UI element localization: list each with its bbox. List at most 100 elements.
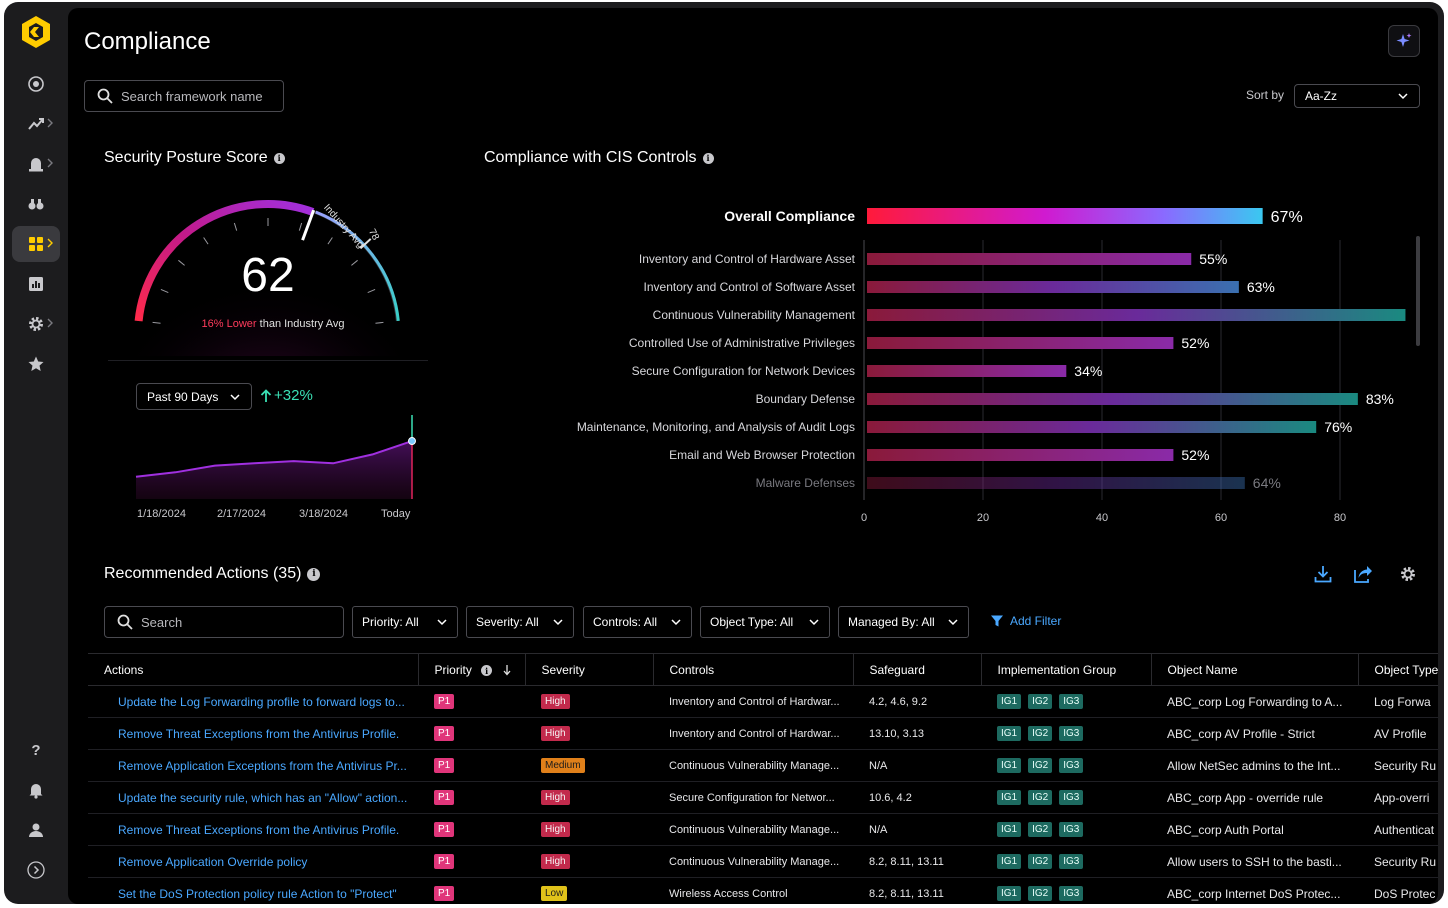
cis-x-tick-label: 40 (1096, 512, 1108, 524)
share-icon (1354, 566, 1372, 583)
sort-select[interactable]: Aa-Zz (1294, 84, 1420, 108)
report-icon (29, 277, 43, 291)
cis-bar[interactable] (867, 393, 1358, 405)
table-row[interactable]: Remove Application Override policy P1 High… (88, 845, 1438, 878)
priority-badge: P1 (434, 886, 455, 901)
recommended-title: Recommended Actions (35) i (104, 565, 321, 583)
column-header-severity[interactable]: Severity (525, 653, 654, 686)
safeguard-cell: 13.10, 3.13 (853, 717, 981, 750)
table-row[interactable]: Set the DoS Protection policy rule Actio… (88, 877, 1438, 904)
managed-by-filter[interactable]: Managed By: All (838, 606, 969, 638)
cis-bar[interactable] (867, 309, 1406, 321)
main-panel: Compliance Search framework name Sort by… (68, 8, 1438, 904)
nav-help[interactable]: ? (12, 732, 60, 768)
priority-badge: P1 (434, 854, 455, 869)
cis-bar[interactable] (867, 281, 1239, 293)
activity-icon (28, 118, 44, 130)
chevron-right-icon (47, 318, 53, 328)
table-row[interactable]: Update the Log Forwarding profile to for… (88, 685, 1438, 718)
object-name-cell: ABC_corp AV Profile - Strict (1151, 717, 1358, 750)
nav-dashboard[interactable] (12, 66, 60, 102)
cis-bar[interactable] (867, 421, 1317, 433)
safeguard-cell: N/A (853, 749, 981, 782)
cis-bar[interactable] (867, 253, 1192, 265)
safeguard-cell: 8.2, 8.11, 13.11 (853, 877, 981, 904)
priority-filter[interactable]: Priority: All (352, 606, 458, 638)
info-icon[interactable]: i (702, 152, 714, 164)
severity-badge: High (541, 854, 570, 869)
action-link[interactable]: Remove Application Exceptions from the A… (88, 749, 418, 782)
column-header-priority[interactable]: Priority i (418, 653, 526, 686)
cis-bar[interactable] (867, 477, 1245, 489)
nav-expand[interactable] (12, 852, 60, 888)
severity-badge: Medium (541, 758, 585, 773)
trend-dot[interactable] (408, 437, 416, 446)
column-header-safeguard[interactable]: Safeguard (853, 653, 982, 686)
nav-notifications[interactable] (12, 772, 60, 808)
column-header-controls[interactable]: Controls (653, 653, 854, 686)
table-row[interactable]: Remove Threat Exceptions from the Antivi… (88, 717, 1438, 750)
posture-delta: +32% (260, 387, 313, 404)
nav-compliance[interactable] (12, 226, 60, 262)
filter-label: Severity: (476, 615, 523, 629)
implementation-group-badge: IG1 (997, 886, 1022, 901)
priority-cell: P1 (418, 717, 525, 750)
info-icon[interactable]: i (273, 152, 285, 164)
cis-row-label: Secure Configuration for Network Devices (632, 364, 855, 378)
table-row[interactable]: Remove Application Exceptions from the A… (88, 749, 1438, 782)
filter-value: All (779, 615, 794, 629)
filter-value: All (405, 615, 419, 629)
sort-arrow-icon[interactable] (502, 664, 512, 676)
action-link[interactable]: Set the DoS Protection policy rule Actio… (88, 877, 418, 904)
framework-search-input[interactable]: Search framework name (84, 80, 284, 112)
overall-compliance-bar[interactable] (867, 208, 1263, 224)
table-row[interactable]: Update the security rule, which has an "… (88, 781, 1438, 814)
implementation-group-badge: IG3 (1059, 822, 1084, 837)
action-link[interactable]: Remove Application Override policy (88, 845, 418, 878)
implementation-group-badge: IG2 (1028, 854, 1053, 869)
action-link[interactable]: Update the security rule, which has an "… (88, 781, 418, 814)
actions-search-input[interactable]: Search (104, 606, 344, 638)
info-icon[interactable]: i (307, 567, 321, 581)
sort-by-label: Sort by (1246, 88, 1285, 102)
posture-title: Security Posture Score i (104, 149, 285, 167)
priority-cell: P1 (418, 685, 525, 718)
search-icon (97, 88, 113, 104)
action-link[interactable]: Remove Threat Exceptions from the Antivi… (88, 717, 418, 750)
logo-icon[interactable] (20, 14, 52, 50)
implementation-group-badge: IG2 (1028, 758, 1053, 773)
nav-reports[interactable] (12, 266, 60, 302)
period-select[interactable]: Past 90 Days (136, 383, 252, 410)
filter-value: All (525, 615, 539, 629)
action-link[interactable]: Update the Log Forwarding profile to for… (88, 685, 418, 718)
table-settings-button[interactable] (1397, 563, 1419, 585)
cis-bar[interactable] (867, 365, 1067, 377)
cis-bar[interactable] (867, 337, 1174, 349)
column-header-label: Object Type (1374, 662, 1439, 677)
column-header-object-name[interactable]: Object Name (1151, 653, 1359, 686)
nav-investigate[interactable] (12, 186, 60, 222)
cis-scrollbar[interactable] (1416, 236, 1420, 346)
column-header-actions[interactable]: Actions (88, 653, 419, 686)
nav-activity[interactable] (12, 106, 60, 142)
cis-bars: Overall Compliance 67% Inventory and Contr… (577, 208, 1406, 491)
nav-profile[interactable] (12, 812, 60, 848)
download-button[interactable] (1312, 563, 1334, 585)
add-filter-button[interactable]: Add Filter (990, 614, 1061, 628)
info-icon[interactable]: i (481, 665, 493, 676)
cis-bar[interactable] (867, 449, 1174, 461)
nav-favorites[interactable] (12, 346, 60, 382)
severity-filter[interactable]: Severity: All (466, 606, 574, 638)
ai-assistant-button[interactable] (1388, 25, 1420, 57)
share-button[interactable] (1352, 563, 1374, 585)
implementation-group-cell: IG1 IG2 IG3 (981, 781, 1151, 814)
table-row[interactable]: Remove Threat Exceptions from the Antivi… (88, 813, 1438, 846)
controls-filter[interactable]: Controls: All (583, 606, 692, 638)
object-type-filter[interactable]: Object Type: All (700, 606, 830, 638)
column-header-implementation-group[interactable]: Implementation Group (981, 653, 1152, 686)
nav-alerts[interactable] (12, 146, 60, 182)
action-link[interactable]: Remove Threat Exceptions from the Antivi… (88, 813, 418, 846)
nav-settings[interactable] (12, 306, 60, 342)
implementation-group-badge: IG2 (1028, 822, 1053, 837)
column-header-object-type[interactable]: Object Type (1358, 653, 1439, 686)
